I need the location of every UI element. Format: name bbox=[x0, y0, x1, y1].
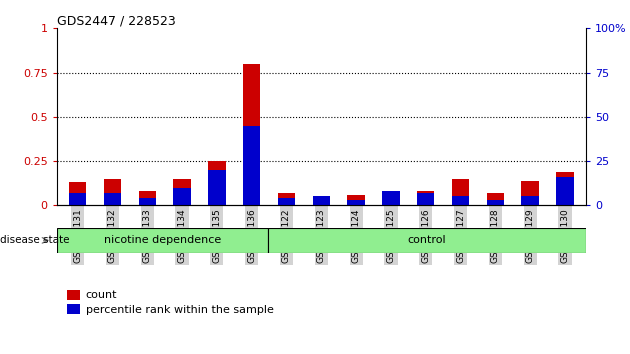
Bar bbox=[139, 191, 156, 205]
Bar bbox=[208, 161, 226, 205]
Text: disease state: disease state bbox=[0, 235, 69, 245]
Text: nicotine dependence: nicotine dependence bbox=[104, 235, 221, 245]
Bar bbox=[452, 196, 469, 205]
Bar bbox=[417, 191, 435, 205]
Bar bbox=[522, 196, 539, 205]
Bar bbox=[268, 228, 586, 253]
Bar bbox=[486, 193, 504, 205]
Bar bbox=[452, 179, 469, 205]
Bar bbox=[556, 172, 574, 205]
Bar bbox=[347, 200, 365, 205]
Bar bbox=[347, 195, 365, 205]
Bar bbox=[69, 182, 86, 205]
Bar bbox=[69, 193, 86, 205]
Bar bbox=[278, 198, 295, 205]
Bar bbox=[278, 193, 295, 205]
Bar bbox=[243, 126, 260, 205]
Bar bbox=[382, 191, 399, 205]
Bar bbox=[486, 200, 504, 205]
Bar bbox=[312, 196, 330, 205]
Bar bbox=[173, 188, 191, 205]
Bar bbox=[208, 170, 226, 205]
Bar bbox=[104, 193, 121, 205]
Bar bbox=[417, 193, 435, 205]
Bar bbox=[57, 228, 268, 253]
Bar bbox=[556, 177, 574, 205]
Bar bbox=[173, 179, 191, 205]
Bar bbox=[522, 181, 539, 205]
Bar bbox=[382, 191, 399, 205]
Bar bbox=[139, 198, 156, 205]
Bar bbox=[243, 64, 260, 205]
Text: control: control bbox=[408, 235, 447, 245]
Legend: count, percentile rank within the sample: count, percentile rank within the sample bbox=[62, 285, 278, 319]
Bar bbox=[104, 179, 121, 205]
Bar bbox=[312, 196, 330, 205]
Text: GDS2447 / 228523: GDS2447 / 228523 bbox=[57, 14, 175, 27]
